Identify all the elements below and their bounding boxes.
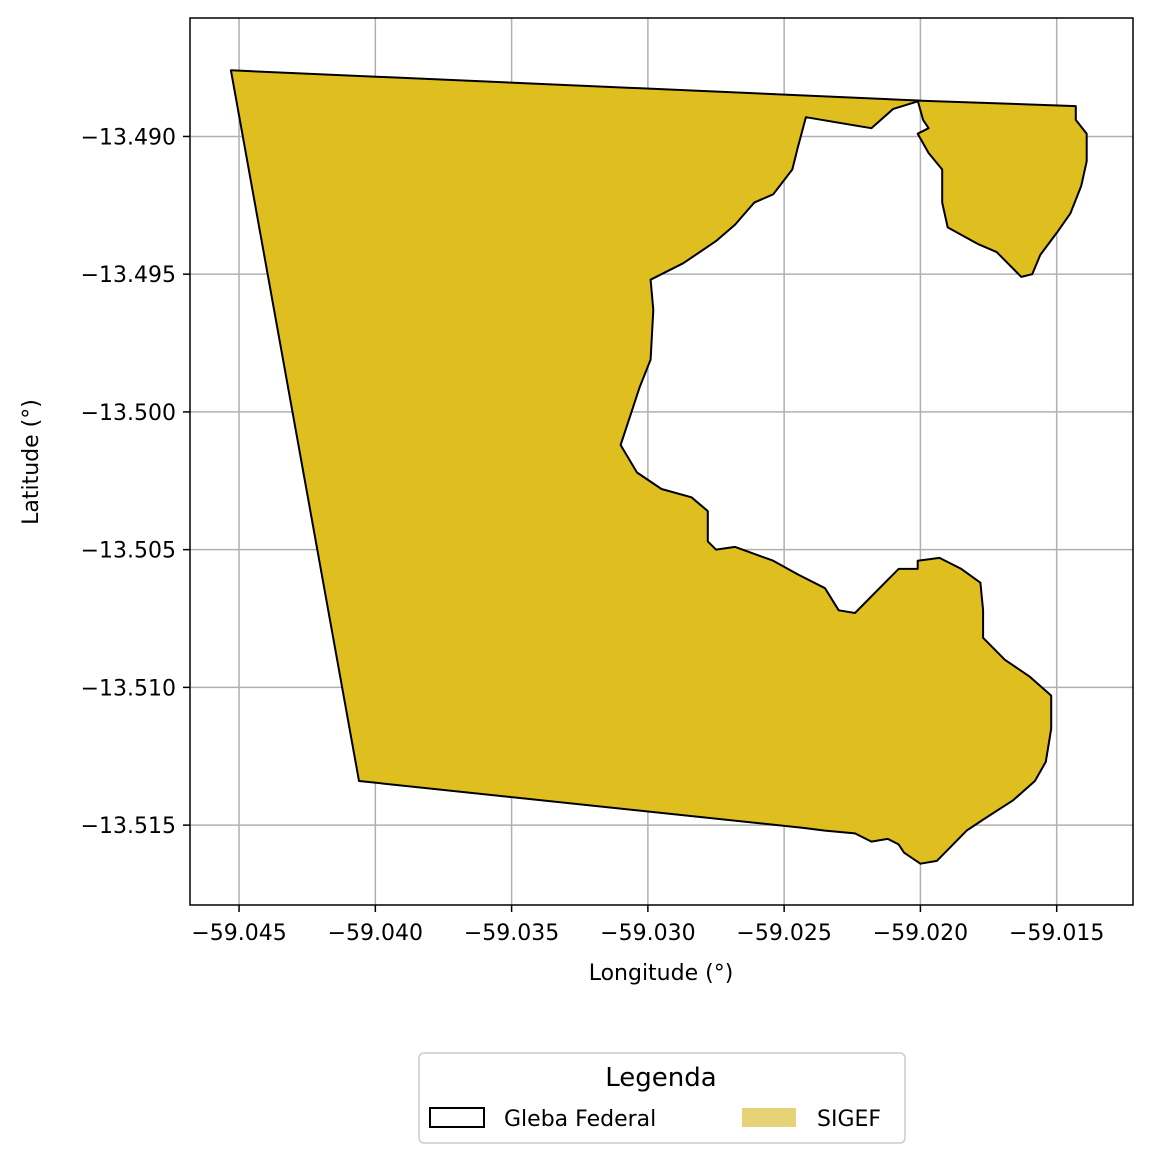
x-tick-label: −59.015 [1009,921,1104,946]
legend-swatch-sigef [742,1108,796,1127]
x-tick-label: −59.025 [736,921,831,946]
y-tick-label: −13.490 [81,125,176,150]
sigef-polygon [916,99,1088,278]
plot-area: −59.045 −59.040 −59.035 −59.030 −59.025 −59.0… [81,17,1134,946]
x-tick-label: −59.035 [464,921,559,946]
x-axis-ticks: −59.045 −59.040 −59.035 −59.030 −59.025 −59.0… [191,905,1104,946]
y-tick-label: −13.510 [81,676,176,701]
x-tick-label: −59.045 [191,921,286,946]
legend-swatch-gleba-federal [429,1107,485,1128]
y-axis-label: Latitude (°) [19,399,44,525]
legend-title: Legenda [605,1063,716,1093]
x-tick-label: −59.030 [600,921,695,946]
y-axis-ticks: −13.490 −13.495 −13.500 −13.505 −13.510 −13.5… [81,125,190,839]
sigef-polygon [229,69,1053,865]
legend-label-sigef: SIGEF [817,1107,881,1132]
map-layers [229,69,1088,865]
plot-frame [189,17,1134,906]
legend-label-gleba-federal: Gleba Federal [504,1107,656,1132]
x-tick-label: −59.020 [873,921,968,946]
x-tick-label: −59.040 [328,921,423,946]
y-tick-label: −13.500 [81,401,176,426]
x-axis-label: Longitude (°) [589,961,734,986]
legend: Legenda Gleba Federal SIGEF [418,1052,906,1144]
y-tick-label: −13.505 [81,539,176,564]
y-tick-label: −13.495 [81,263,176,288]
y-tick-label: −13.515 [81,814,176,839]
